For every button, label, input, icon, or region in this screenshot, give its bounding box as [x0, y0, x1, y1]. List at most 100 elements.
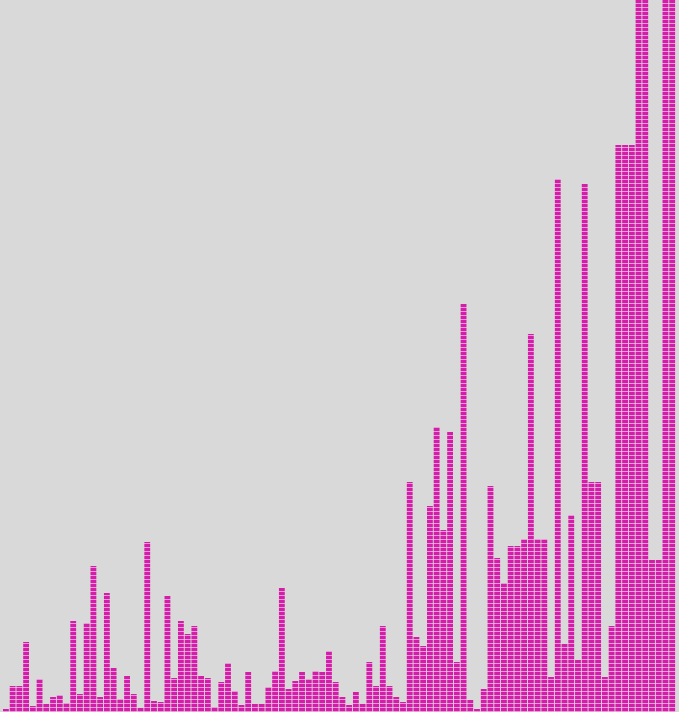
bar	[514, 546, 521, 712]
bar	[103, 593, 110, 712]
bar	[130, 694, 137, 712]
bar	[534, 539, 541, 712]
bar	[635, 0, 642, 712]
bar	[3, 709, 9, 712]
bar	[588, 482, 595, 712]
bar	[568, 515, 575, 712]
bar	[9, 686, 16, 712]
bar	[299, 672, 305, 712]
bar	[211, 707, 218, 712]
bar	[601, 677, 608, 712]
bar	[541, 539, 548, 712]
bar	[420, 646, 427, 712]
bar	[467, 700, 474, 712]
bar	[319, 672, 326, 712]
bar	[225, 663, 231, 712]
bar	[642, 0, 649, 712]
bar	[43, 704, 50, 712]
bar	[278, 588, 285, 712]
bar	[258, 704, 265, 712]
bar	[90, 566, 97, 712]
bar	[218, 682, 225, 712]
bar	[406, 482, 413, 712]
bar	[70, 621, 77, 712]
bar	[487, 486, 494, 712]
bar	[507, 546, 514, 712]
bar	[292, 681, 299, 712]
bar	[285, 689, 292, 712]
bar	[346, 705, 353, 712]
bar	[460, 304, 467, 712]
bar	[447, 432, 454, 712]
bar	[56, 695, 63, 712]
bar	[595, 482, 602, 712]
bar	[386, 686, 393, 712]
bar	[622, 145, 628, 712]
bar	[433, 427, 440, 712]
bar	[379, 626, 386, 712]
bar	[352, 692, 359, 712]
bar	[231, 691, 238, 712]
bar	[527, 334, 534, 712]
bar	[171, 678, 178, 712]
bar	[339, 697, 346, 712]
bar	[453, 662, 460, 712]
bar	[561, 644, 568, 712]
bar	[124, 676, 130, 712]
bar	[245, 672, 252, 712]
bar	[554, 179, 561, 712]
bar	[655, 560, 662, 712]
bar	[649, 560, 655, 712]
bar	[494, 558, 501, 712]
bar	[36, 679, 43, 712]
bar	[373, 686, 379, 712]
bar	[117, 699, 124, 712]
bar	[77, 694, 83, 712]
bar	[662, 0, 669, 712]
bar	[204, 678, 211, 712]
bar	[426, 506, 433, 712]
bar	[326, 651, 332, 712]
bar	[110, 668, 117, 712]
bar	[151, 701, 157, 712]
bar	[184, 634, 191, 712]
bar	[238, 705, 245, 712]
bar	[144, 542, 151, 712]
bar	[97, 697, 104, 712]
bar	[581, 184, 588, 712]
bar	[63, 703, 70, 712]
bar	[480, 689, 487, 712]
bar	[252, 704, 258, 712]
bar	[191, 626, 198, 712]
bar	[164, 596, 171, 712]
bar	[400, 702, 406, 712]
bar	[521, 539, 528, 712]
bar-series	[3, 0, 676, 712]
bar	[332, 682, 339, 712]
bar	[312, 671, 319, 712]
bar	[501, 583, 507, 712]
bar	[83, 623, 90, 712]
bar	[137, 708, 144, 712]
bar	[177, 621, 184, 712]
bar	[393, 697, 400, 712]
bar	[272, 671, 279, 712]
bar	[305, 679, 312, 712]
bar	[440, 530, 447, 712]
bar	[548, 677, 554, 712]
bar	[575, 660, 581, 712]
bar	[615, 145, 622, 712]
bar	[23, 642, 30, 712]
bar	[413, 637, 420, 712]
bar	[157, 702, 164, 712]
bar	[359, 704, 366, 712]
bar	[50, 697, 56, 712]
bar	[29, 706, 36, 712]
bar	[628, 145, 635, 712]
bar	[16, 686, 23, 712]
bar	[198, 676, 204, 712]
bar	[265, 687, 272, 712]
